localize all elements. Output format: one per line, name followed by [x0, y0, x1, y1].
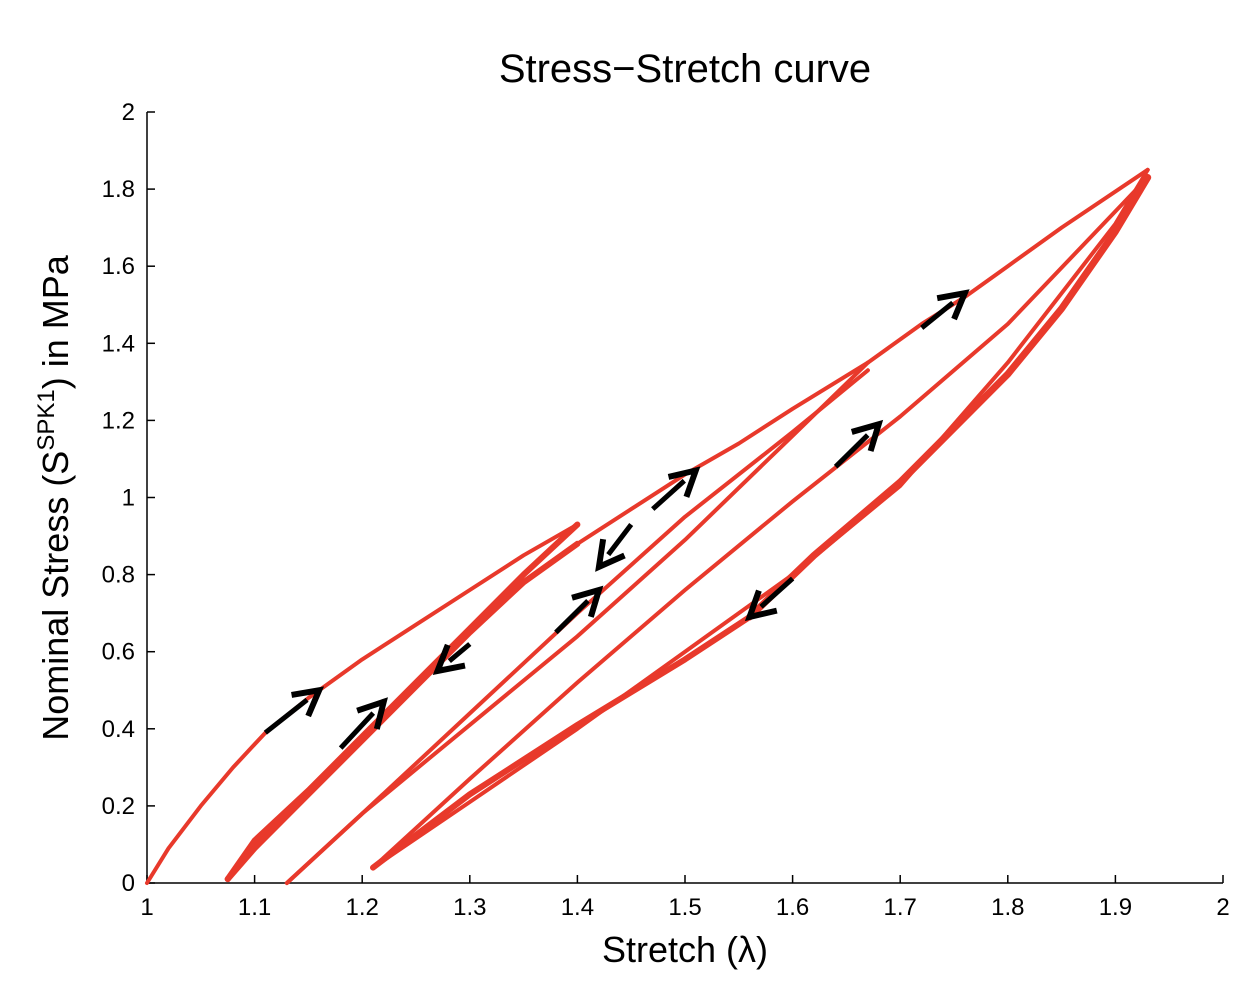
x-tick-label: 2 — [1216, 894, 1229, 921]
arrow-head — [432, 643, 466, 675]
x-tick-label: 1.2 — [346, 894, 379, 921]
x-tick-label: 1.9 — [1099, 894, 1132, 921]
arrow-shaft — [606, 522, 634, 557]
x-ticks: 1 1.1 1.2 1.3 1.4 1.5 1.6 1.7 1.8 1.9 2 — [140, 875, 1230, 921]
y-tick-label: 1.2 — [102, 407, 135, 434]
stress-curve-segment — [370, 614, 753, 871]
y-ticks: 0 0.2 0.4 0.6 0.8 1 1.2 1.4 1.6 1.8 2 — [102, 99, 155, 897]
stress-curve-segment — [224, 540, 581, 883]
x-tick-label: 1 — [140, 894, 153, 921]
arrow-shaft — [554, 599, 590, 635]
x-tick-label: 1.5 — [668, 894, 701, 921]
direction-arrows — [263, 289, 970, 750]
stress-curve-segment — [865, 167, 1150, 365]
arrow-head — [667, 466, 701, 498]
arrow-head — [936, 289, 970, 321]
y-tick-label: 1.6 — [102, 253, 135, 280]
plot-area: 1 1.1 1.2 1.3 1.4 1.5 1.6 1.7 1.8 1.9 2 0 0.2 0.4 0.6… — [102, 99, 1230, 921]
stress-curve-segment — [746, 174, 1152, 621]
x-tick-label: 1.7 — [884, 894, 917, 921]
stress-curve-segment — [145, 522, 580, 885]
arrow-shaft — [920, 300, 955, 330]
stress-curves — [145, 167, 1152, 885]
arrow-head — [291, 686, 325, 718]
y-tick-label: 0.8 — [102, 562, 135, 589]
arrow-shaft — [651, 478, 686, 511]
arrow-shaft — [263, 697, 309, 735]
x-tick-label: 1.8 — [991, 894, 1024, 921]
y-tick-label: 0.4 — [102, 716, 135, 743]
y-tick-label: 0 — [122, 870, 135, 897]
arrow-shaft — [338, 711, 376, 750]
chart-title: Stress−Stretch curve — [499, 47, 871, 91]
x-tick-label: 1.3 — [453, 894, 486, 921]
y-tick-label: 0.2 — [102, 793, 135, 820]
y-axis-label-main: Nominal Stress (S — [35, 451, 76, 741]
stress-curve-segment — [575, 360, 870, 546]
arrow-shaft — [447, 642, 472, 664]
x-tick-label: 1.6 — [776, 894, 809, 921]
y-axis-label: Nominal Stress (SSPK1) in MPa — [33, 254, 76, 740]
y-tick-label: 1.8 — [102, 176, 135, 203]
x-tick-label: 1.4 — [561, 894, 594, 921]
y-tick-label: 1 — [122, 485, 135, 512]
arrow-head — [356, 697, 388, 730]
arrow-shaft — [759, 576, 795, 609]
arrow-head — [595, 538, 626, 572]
arrow-head — [571, 585, 604, 618]
y-axis-label-sup: SPK1 — [33, 389, 60, 450]
x-tick-label: 1.1 — [238, 894, 271, 921]
y-axis-label-tail: ) in MPa — [35, 254, 76, 389]
y-tick-label: 0.6 — [102, 639, 135, 666]
arrow-head — [850, 419, 884, 452]
y-tick-label: 1.4 — [102, 330, 135, 357]
x-axis-label: Stretch (λ) — [602, 929, 768, 970]
stress-curve-segment — [371, 175, 1150, 870]
arrow-shaft — [833, 433, 870, 469]
y-tick-label: 2 — [122, 99, 135, 126]
arrow-head — [744, 589, 778, 622]
